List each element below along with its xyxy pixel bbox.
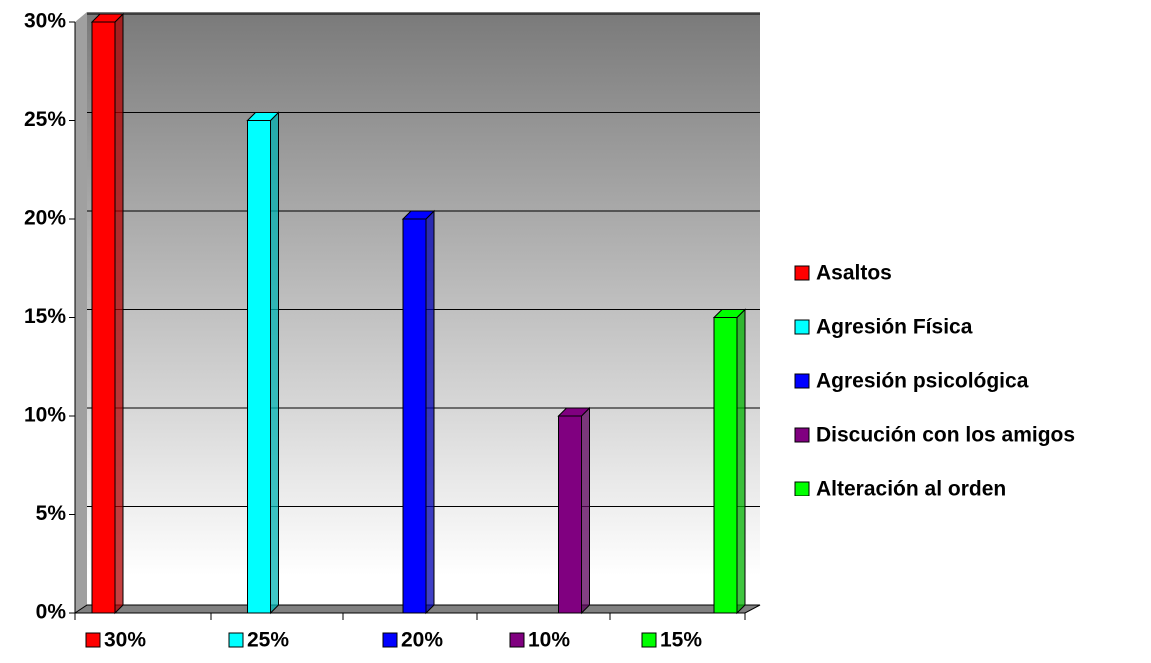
bar-top <box>712 309 747 318</box>
y-tick-label: 20% <box>24 207 66 230</box>
bar-side <box>581 406 590 615</box>
bar-top <box>557 407 591 417</box>
category-label: 30% <box>104 629 146 652</box>
legend-label: Alteración al orden <box>816 478 1006 501</box>
y-tick-label: 15% <box>24 305 66 328</box>
y-tick-label: 5% <box>36 502 67 525</box>
y-tick-label: 30% <box>24 10 66 33</box>
bar-side <box>270 111 279 615</box>
category-label: 25% <box>247 629 289 652</box>
legend-label: Asaltos <box>816 262 892 285</box>
legend-key <box>794 481 810 496</box>
label-key <box>382 632 398 648</box>
bar-side <box>425 209 435 615</box>
legend-key <box>794 427 810 443</box>
legend-key <box>794 265 810 281</box>
y-tick-label: 10% <box>24 404 66 427</box>
bar-top <box>90 13 125 23</box>
y-tick-label: 25% <box>24 108 66 131</box>
bar <box>91 21 116 614</box>
label-key <box>641 632 657 648</box>
bar-side <box>114 12 124 615</box>
bar-side <box>736 308 746 615</box>
side-wall <box>75 12 87 613</box>
category-label: 10% <box>528 629 570 652</box>
bar <box>247 120 271 614</box>
legend-label: Discución con los amigos <box>816 424 1075 447</box>
bar <box>558 415 582 614</box>
bar-top <box>246 112 280 121</box>
bar <box>713 317 738 614</box>
legend-label: Agresión psicológica <box>816 370 1029 393</box>
label-key <box>509 632 525 648</box>
bar-top <box>401 210 436 220</box>
bar <box>402 218 427 614</box>
label-key <box>228 632 244 648</box>
legend-key <box>794 373 810 389</box>
y-tick-label: 0% <box>36 601 67 624</box>
category-label: 15% <box>660 629 702 652</box>
label-key <box>85 632 101 648</box>
legend-key <box>794 319 810 335</box>
legend-label: Agresión Física <box>816 316 973 339</box>
category-label: 20% <box>401 629 443 652</box>
